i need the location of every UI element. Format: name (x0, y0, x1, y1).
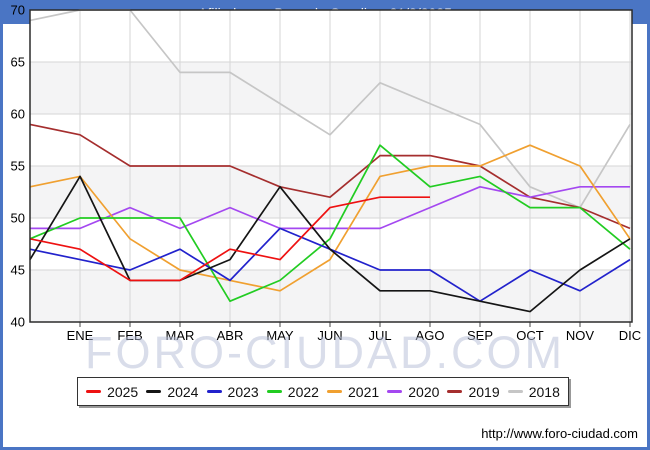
plot-border (29, 9, 633, 323)
legend-dash-2022 (266, 390, 282, 393)
legend-dash-2019 (447, 390, 463, 393)
legend-item-2024: 2024 (146, 384, 198, 400)
legend-item-2019: 2019 (447, 383, 500, 400)
legend-item-2023: 2023 (206, 383, 259, 400)
legend-label-2019: 2019 (468, 383, 500, 400)
legend-item-2022: 2022 (266, 383, 319, 400)
legend-label-2025: 2025 (107, 383, 139, 400)
plot-band (30, 10, 632, 62)
legend-label-2020: 2020 (408, 383, 440, 400)
x-axis-label-may: MAY (266, 328, 294, 343)
series-line-2020 (30, 185, 630, 230)
legend-label-2024: 2024 (167, 383, 199, 400)
legend-dash-2018 (507, 390, 523, 393)
y-axis-label: 65 (11, 55, 25, 70)
legend-item-2021: 2021 (327, 384, 379, 400)
legend-box: 2025 2024 2023 2022 2021 2020 2019 2018 (77, 377, 569, 406)
legend-label-2023: 2023 (227, 383, 259, 400)
plot-band (30, 270, 632, 322)
x-axis-label-ene: ENE (67, 328, 94, 343)
x-axis-label-feb: FEB (117, 328, 142, 343)
legend-dash-2024 (146, 390, 162, 393)
legend-label-2021: 2021 (348, 383, 380, 400)
y-axis-label: 60 (11, 107, 25, 122)
affiliates-line-chart: 70 65 60 55 50 45 40 ENE FEB MAR ABR MAY JUN JUL AGO SE… (11, 3, 642, 343)
legend-item-2020: 2020 (387, 384, 439, 400)
plot-band (30, 114, 632, 166)
legend-dash-2025 (86, 390, 102, 393)
x-axis-label-mar: MAR (166, 328, 195, 343)
footer-link[interactable]: http://www.foro-ciudad.com (481, 426, 638, 441)
legend-item-2025: 2025 (86, 384, 138, 400)
x-axis-label-sep: SEP (467, 328, 493, 343)
series-line-2021 (29, 144, 631, 292)
x-axis-label-nov: NOV (566, 328, 595, 343)
x-axis-label-ago: AGO (416, 328, 445, 343)
series-line-2025 (29, 196, 430, 282)
y-axis-label: 70 (11, 3, 25, 18)
legend-label-2022: 2022 (287, 383, 319, 400)
legend-dash-2020 (387, 390, 403, 393)
y-axis-label: 50 (11, 211, 25, 226)
x-axis-label-abr: ABR (217, 328, 244, 343)
y-axis-label: 55 (11, 159, 25, 174)
legend-dash-2021 (327, 390, 343, 393)
x-axis-label-jun: JUN (317, 328, 342, 343)
y-axis-label: 40 (11, 315, 25, 330)
legend-dash-2023 (206, 390, 222, 393)
series-line-2022 (29, 144, 631, 303)
x-axis-label-jul: JUL (368, 328, 391, 343)
y-axis-label: 45 (11, 263, 25, 278)
legend-label-2018: 2018 (528, 383, 560, 400)
legend-item-2018: 2018 (507, 383, 560, 400)
x-axis-label-oct: OCT (516, 328, 544, 343)
x-axis-label-dic: DIC (619, 328, 641, 343)
plot-band (30, 62, 632, 114)
